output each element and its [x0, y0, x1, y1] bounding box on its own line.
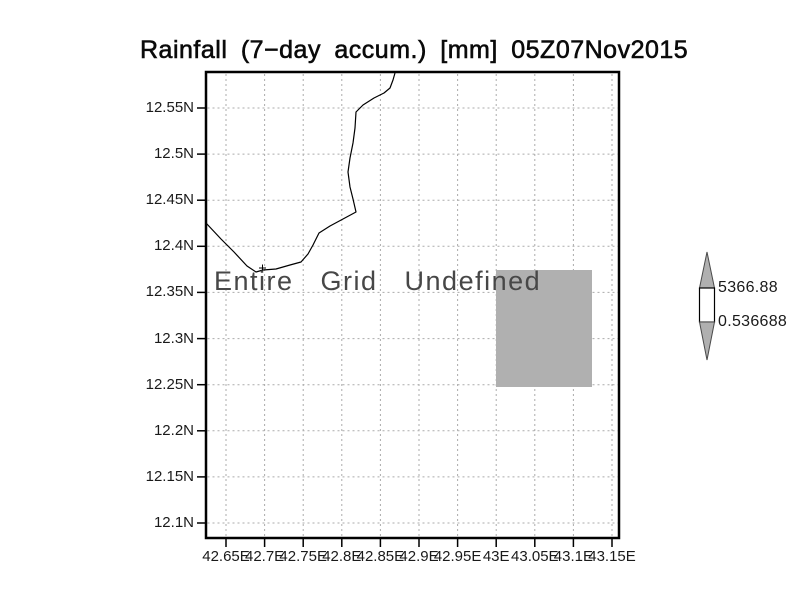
x-tick-label: 42.85E — [356, 548, 405, 565]
colorbar — [698, 251, 716, 361]
undefined-region — [496, 270, 592, 387]
page-title: Rainfall (7−day accum.) [mm] 05Z07Nov201… — [140, 36, 689, 65]
x-tick-label: 43E — [482, 548, 510, 565]
x-tick-label: 43.1E — [553, 548, 593, 565]
colorbar-box — [698, 287, 716, 323]
y-tick-label: 12.5N — [153, 145, 194, 163]
colorbar-max-label: 5366.88 — [718, 279, 778, 296]
y-tick-label: 12.25N — [145, 375, 194, 393]
colorbar-min-label: 0.536688 — [718, 313, 788, 330]
plot-frame — [204, 70, 621, 540]
x-tick-label: 42.75E — [279, 548, 327, 565]
x-tick-label: 43.05E — [511, 548, 559, 565]
x-tick-label: 42.8E — [322, 548, 362, 565]
y-tick-label: 12.45N — [145, 191, 194, 209]
y-tick-label: 12.35N — [145, 283, 194, 301]
x-tick-label: 43.15E — [588, 548, 636, 565]
x-tick-label: 42.65E — [202, 548, 250, 565]
colorbar-up-arrow — [698, 251, 716, 289]
colorbar-down-arrow — [698, 321, 716, 361]
y-tick-label: 12.3N — [153, 329, 194, 347]
x-tick-label: 42.95E — [433, 548, 482, 565]
y-tick-label: 12.55N — [145, 99, 194, 116]
undefined-grid-annotation: Entire Grid Undefined — [214, 266, 542, 296]
coastline — [205, 72, 396, 273]
axis-ticks — [197, 107, 613, 547]
y-tick-label: 12.1N — [153, 514, 194, 531]
x-tick-label: 42.9E — [399, 548, 439, 565]
y-tick-label: 12.15N — [145, 467, 194, 485]
x-tick-label: 42.7E — [244, 548, 285, 565]
y-tick-label: 12.4N — [153, 237, 194, 255]
grid-lines — [207, 74, 618, 537]
coastline-cross-mark — [259, 264, 266, 272]
y-tick-label: 12.2N — [153, 421, 194, 439]
